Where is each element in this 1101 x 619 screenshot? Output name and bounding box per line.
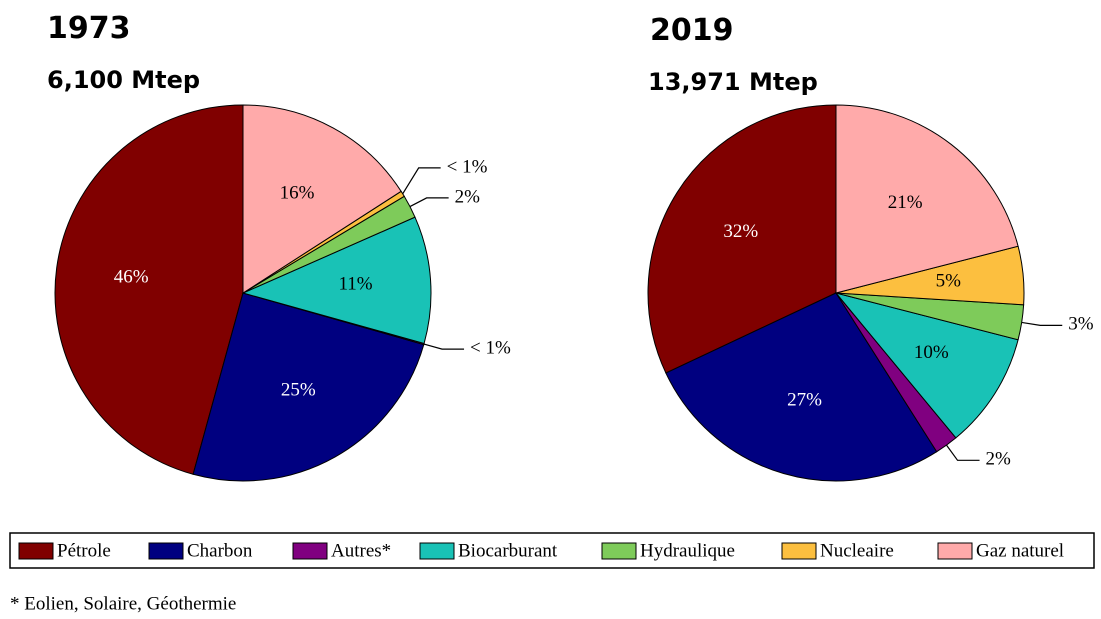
data-label: 27% [787, 390, 822, 411]
legend-swatch [781, 542, 817, 560]
data-label: 21% [888, 192, 923, 213]
leader-line [409, 197, 449, 208]
legend-swatch [148, 542, 184, 560]
pie-slice [834, 292, 1019, 439]
legend-label: Biocarburant [458, 540, 558, 561]
legend-box [9, 532, 1095, 569]
data-label: 5% [936, 271, 962, 292]
pie-slice [54, 104, 244, 475]
legend-swatch [601, 542, 637, 560]
data-label: 32% [723, 221, 758, 242]
pie-slice [665, 292, 938, 482]
legend-label: Hydraulique [640, 540, 735, 561]
data-label: 2% [986, 449, 1012, 470]
chart-title: 2019 [650, 13, 734, 48]
chart-title: 1973 [47, 11, 131, 46]
legend-swatch [937, 542, 973, 560]
pie-slice [192, 292, 425, 482]
legend-swatch [419, 542, 455, 560]
data-label: 3% [1068, 314, 1094, 335]
legend-swatch [292, 542, 328, 560]
data-label: 11% [338, 273, 372, 294]
leader-line [402, 167, 441, 195]
chart-subtitle: 13,971 Mtep [648, 68, 818, 96]
legend-label: Autres* [331, 540, 391, 561]
leader-line [423, 343, 465, 350]
data-label: 46% [114, 266, 149, 287]
data-label: 16% [280, 182, 315, 203]
pie-slice [647, 104, 837, 374]
legend-label: Gaz naturel [976, 540, 1064, 561]
legend-swatch [18, 542, 54, 560]
legend-label: Pétrole [57, 540, 111, 561]
legend-label: Charbon [187, 540, 253, 561]
pie-slice [835, 104, 1019, 294]
data-label: 2% [455, 186, 481, 207]
chart-subtitle: 6,100 Mtep [47, 66, 200, 94]
data-label: < 1% [470, 337, 511, 358]
data-label: < 1% [447, 156, 488, 177]
leader-line [1021, 321, 1063, 326]
leader-line [946, 444, 980, 461]
data-label: 10% [914, 342, 949, 363]
legend-label: Nucleaire [820, 540, 894, 561]
pie-slice [242, 104, 402, 294]
pie-slice [241, 216, 432, 345]
data-label: 25% [281, 380, 316, 401]
footnote: * Eolien, Solaire, Géothermie [10, 593, 236, 614]
